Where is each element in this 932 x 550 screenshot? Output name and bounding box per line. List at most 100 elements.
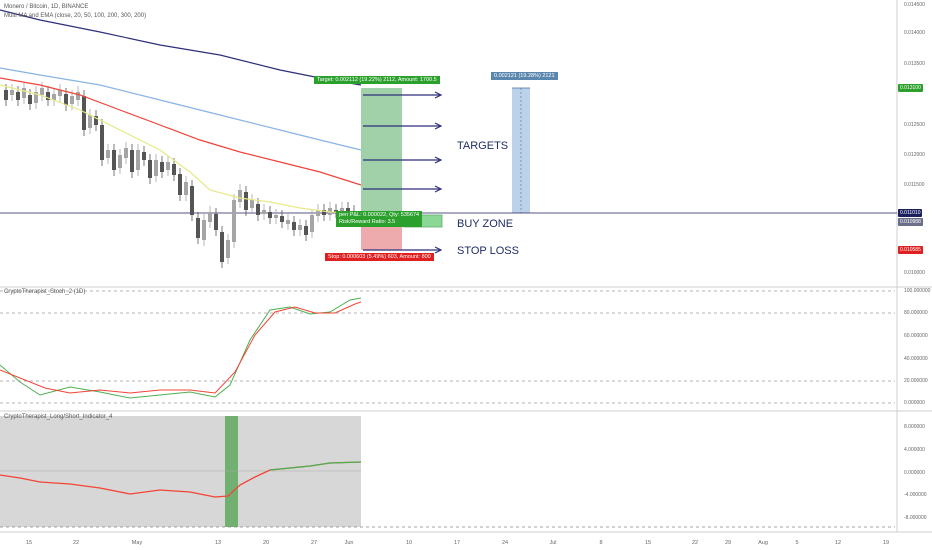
candle-body [256,204,260,215]
stoch-axis-label: 100.000000 [904,288,931,294]
candle-body [124,148,128,158]
candle-body [196,218,200,238]
time-label: 19 [882,540,890,546]
candle-body [274,215,278,218]
stop-loss-text[interactable]: STOP LOSS [457,245,519,257]
time-label: 29 [724,540,732,546]
moving-averages [0,9,362,214]
indicator-stoch-label[interactable]: CryptoTherapist_Stoch_2 (1D) [4,289,86,295]
candle-body [262,210,266,214]
target-zone [361,88,402,213]
candle-body [250,200,254,208]
price-label: 0.012000 [904,152,925,158]
stoch-axis-label: 80.000000 [904,310,928,316]
candle-body [310,215,314,232]
time-label: 27 [310,540,318,546]
candle-body [232,200,236,242]
time-label: 12 [834,540,842,546]
candle-body [292,222,296,230]
ma-red-line [0,77,362,186]
candle-body [346,208,350,212]
candle-body [34,92,38,103]
time-label: 15 [644,540,652,546]
indicator-ma-label[interactable]: Multi MA and EMA (close, 20, 50, 100, 20… [4,13,147,19]
target-price-tag: 0.013100 [898,84,923,92]
stoch-d-line [0,301,362,394]
candle-body [22,88,26,98]
current-price-tag: 0.011010 [898,209,923,217]
time-label: May [131,540,143,546]
candlesticks [4,82,356,268]
price-label: 0.010000 [904,270,925,276]
targets-text[interactable]: TARGETS [457,140,509,152]
stoch-lines [0,297,362,399]
time-label: Jun [344,540,354,546]
arrow-stop-head [434,246,443,254]
dark-price-tag: 0.010988 [898,218,923,226]
candle-body [28,95,32,104]
symbol-title[interactable]: Monero / Bitcoin, 1D, BINANCE [4,4,89,10]
candle-body [226,240,230,258]
stop-label[interactable]: Stop: 0.000603 (5.49%) 603, Amount: 800 [325,253,434,261]
stoch-axis-label: 40.000000 [904,356,928,362]
time-label: Aug [758,540,768,546]
candle-body [100,125,104,160]
candle-body [160,162,164,172]
ls-axis-label: 4.000000 [904,447,925,453]
ls-axis-label: 8.000000 [904,424,925,430]
ls-axis-label: 0.000000 [904,470,925,476]
time-label: 8 [599,540,603,546]
candle-body [70,96,74,104]
ls-green-line [269,461,362,471]
candle-body [76,92,80,100]
buy-zone-text[interactable]: BUY ZONE [457,218,514,230]
time-label: Jul [549,540,557,546]
candle-body [82,96,86,130]
price-label: 0.012500 [904,122,925,128]
candle-body [316,210,320,216]
target-label[interactable]: Target: 0.002112 (19.22%) 2112, Amount: … [314,76,440,84]
price-label: 0.013500 [904,61,925,67]
entry-label[interactable]: pen P&L: 0.000022, Qty: 535674 Risk/Rewa… [336,211,423,227]
arrow-3-head [434,156,443,164]
candle-body [16,92,20,100]
candle-body [166,162,170,170]
candle-body [88,115,92,128]
candle-body [40,88,44,95]
entry-pnl: pen P&L: 0.000022, Qty: 535674 [339,212,420,218]
candle-body [46,92,50,100]
candle-body [106,150,110,158]
candle-body [322,210,326,215]
arrow-1-head [434,91,443,99]
ls-axis-label: -8.000000 [904,515,927,521]
candle-body [4,90,8,100]
candle-body [340,208,344,212]
ls-shade-region [0,416,361,527]
time-label: 22 [72,540,80,546]
candle-body [202,220,206,240]
ma-blue-line [0,67,362,151]
price-label: 0.014000 [904,30,925,36]
target-arrows [363,91,443,254]
ma-fast-line [0,84,362,214]
time-label: 15 [25,540,33,546]
arrow-4-head [434,185,443,193]
time-label: 22 [691,540,699,546]
stoch-axis-label: 20.000000 [904,378,928,384]
indicator-ls-label[interactable]: CryptoTherapist_Long/Short_Indicator_4 [4,414,113,420]
candle-body [148,160,152,178]
candle-body [58,90,62,96]
candle-body [64,94,68,105]
stoch-axis-label: 60.000000 [904,333,928,339]
price-label: 0.011500 [904,182,925,188]
candle-body [208,212,212,222]
ls-line [0,461,362,498]
candle-body [172,164,176,175]
measure-label[interactable]: 0.002121 (19.28%) 2121 [491,72,558,80]
candle-body [142,152,146,160]
candle-body [268,212,272,218]
time-label: 5 [795,540,799,546]
candle-body [190,186,194,215]
candle-body [94,116,98,125]
